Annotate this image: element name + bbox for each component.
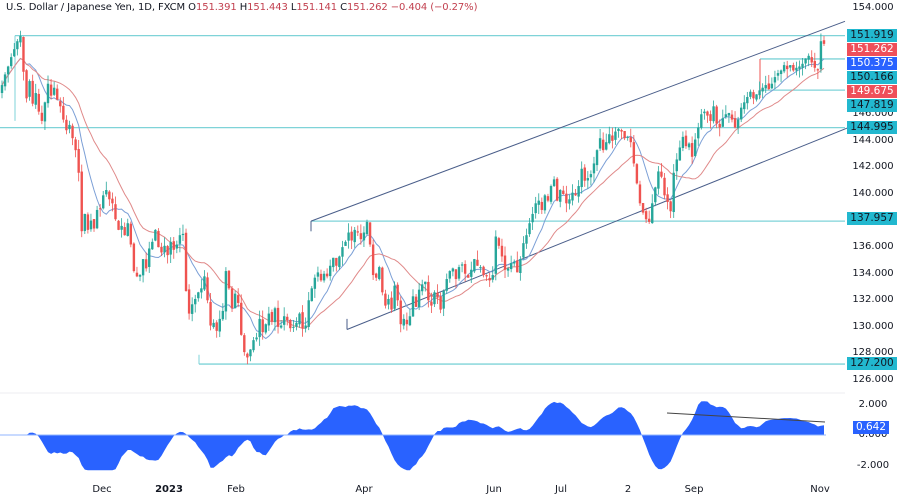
- time-label: Sep: [684, 484, 704, 495]
- price-tick: 140.000: [852, 188, 894, 199]
- open-label: O: [188, 2, 196, 13]
- time-label: Jul: [554, 484, 568, 495]
- oscillator-tick: 0.000: [858, 429, 888, 440]
- price-tick: 142.000: [852, 161, 894, 173]
- oscillator-tick: -2.000: [856, 460, 890, 471]
- high-value: 151.443: [247, 2, 288, 13]
- time-label: Jun: [486, 484, 502, 495]
- price-tick: 154.000: [852, 2, 894, 13]
- price-tag: 150.375: [847, 57, 897, 70]
- oscillator-tick: 2.000: [858, 399, 888, 410]
- symbol-header: U.S. Dollar / Japanese Yen, 1D, FXCM O15…: [6, 2, 477, 13]
- price-tick: 126.000: [852, 374, 894, 385]
- high-label: H: [239, 2, 248, 13]
- price-tag: 127.200: [847, 357, 897, 370]
- oscillator-pane: [0, 401, 826, 471]
- divergence-line: [666, 412, 826, 423]
- low-value: 151.141: [296, 2, 337, 13]
- oscillator-area: [2, 401, 824, 471]
- price-tick: 134.000: [852, 267, 894, 279]
- price-tick: 132.000: [852, 294, 894, 306]
- price-tick: 130.000: [852, 320, 894, 332]
- price-tick: 146.000: [852, 108, 894, 120]
- time-label: Nov: [810, 484, 830, 495]
- time-label: Dec: [92, 484, 112, 495]
- price-tick: 128.000: [852, 347, 894, 359]
- time-label: 2: [624, 484, 632, 495]
- time-label: 2023: [155, 484, 183, 495]
- candlesticks: [0, 30, 826, 365]
- time-label: Feb: [227, 484, 245, 495]
- oscillator-value-tag: 0.642: [853, 421, 889, 434]
- price-tag: 137.957: [847, 212, 897, 225]
- channel-lower: [346, 124, 856, 330]
- time-label: Apr: [355, 484, 373, 495]
- channel-upper: [310, 20, 846, 222]
- price-tag: 151.262: [847, 43, 897, 56]
- price-tag: 151.919: [847, 29, 897, 42]
- close-value: 151.262: [346, 2, 388, 13]
- ma-slow-line: [1, 57, 825, 330]
- symbol-name: U.S. Dollar / Japanese Yen, 1D, FXCM: [6, 2, 186, 13]
- open-value: 151.391: [195, 2, 237, 13]
- price-tag: 147.819: [847, 99, 897, 112]
- low-label: L: [290, 2, 297, 13]
- price-tick: 136.000: [852, 241, 894, 253]
- trend-channel[interactable]: [310, 20, 856, 330]
- price-tick: 144.000: [852, 134, 894, 146]
- close-label: C: [340, 2, 347, 13]
- change-value: −0.404 (−0.27%): [390, 2, 478, 13]
- price-tag: 144.995: [847, 121, 897, 134]
- price-tag: 149.675: [847, 85, 897, 98]
- price-tag: 150.166: [847, 71, 897, 84]
- horizontal-levels[interactable]: [0, 34, 845, 365]
